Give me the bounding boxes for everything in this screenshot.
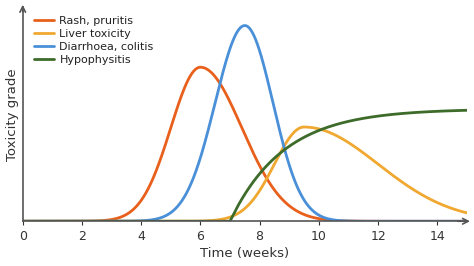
Rash, pruritis [276, 194, 282, 197]
Hypophysitis [464, 109, 470, 112]
Diarrhoea, colitis [89, 220, 94, 223]
Hypophysitis [95, 220, 100, 223]
Rash, pruritis [20, 220, 26, 223]
Rash, pruritis [464, 220, 470, 223]
Rash, pruritis [95, 219, 100, 222]
Hypophysitis [300, 136, 305, 140]
Diarrhoea, colitis [464, 220, 470, 223]
Liver toxicity [276, 154, 282, 157]
Diarrhoea, colitis [276, 125, 282, 128]
Hypophysitis [276, 153, 282, 156]
Line: Liver toxicity: Liver toxicity [23, 127, 467, 221]
X-axis label: Time (weeks): Time (weeks) [200, 247, 289, 260]
Hypophysitis [89, 220, 94, 223]
Diarrhoea, colitis [95, 220, 100, 223]
Diarrhoea, colitis [323, 217, 328, 220]
Liver toxicity [300, 126, 305, 129]
Diarrhoea, colitis [437, 220, 442, 223]
Line: Rash, pruritis: Rash, pruritis [23, 67, 467, 221]
Rash, pruritis [437, 220, 442, 223]
Line: Diarrhoea, colitis: Diarrhoea, colitis [23, 26, 467, 221]
Legend: Rash, pruritis, Liver toxicity, Diarrhoea, colitis, Hypophysitis: Rash, pruritis, Liver toxicity, Diarrhoe… [33, 15, 155, 66]
Liver toxicity [20, 220, 26, 223]
Liver toxicity [301, 126, 307, 129]
Diarrhoea, colitis [242, 24, 248, 27]
Liver toxicity [323, 129, 328, 132]
Rash, pruritis [198, 66, 203, 69]
Diarrhoea, colitis [20, 220, 26, 223]
Liver toxicity [437, 202, 442, 205]
Hypophysitis [20, 220, 26, 223]
Diarrhoea, colitis [300, 196, 306, 199]
Liver toxicity [464, 211, 470, 214]
Rash, pruritis [89, 219, 94, 223]
Rash, pruritis [300, 212, 306, 215]
Liver toxicity [95, 220, 100, 223]
Line: Hypophysitis: Hypophysitis [23, 110, 467, 221]
Hypophysitis [436, 110, 442, 113]
Liver toxicity [89, 220, 94, 223]
Y-axis label: Toxicity grade: Toxicity grade [6, 68, 18, 161]
Hypophysitis [323, 126, 328, 130]
Rash, pruritis [323, 218, 328, 221]
